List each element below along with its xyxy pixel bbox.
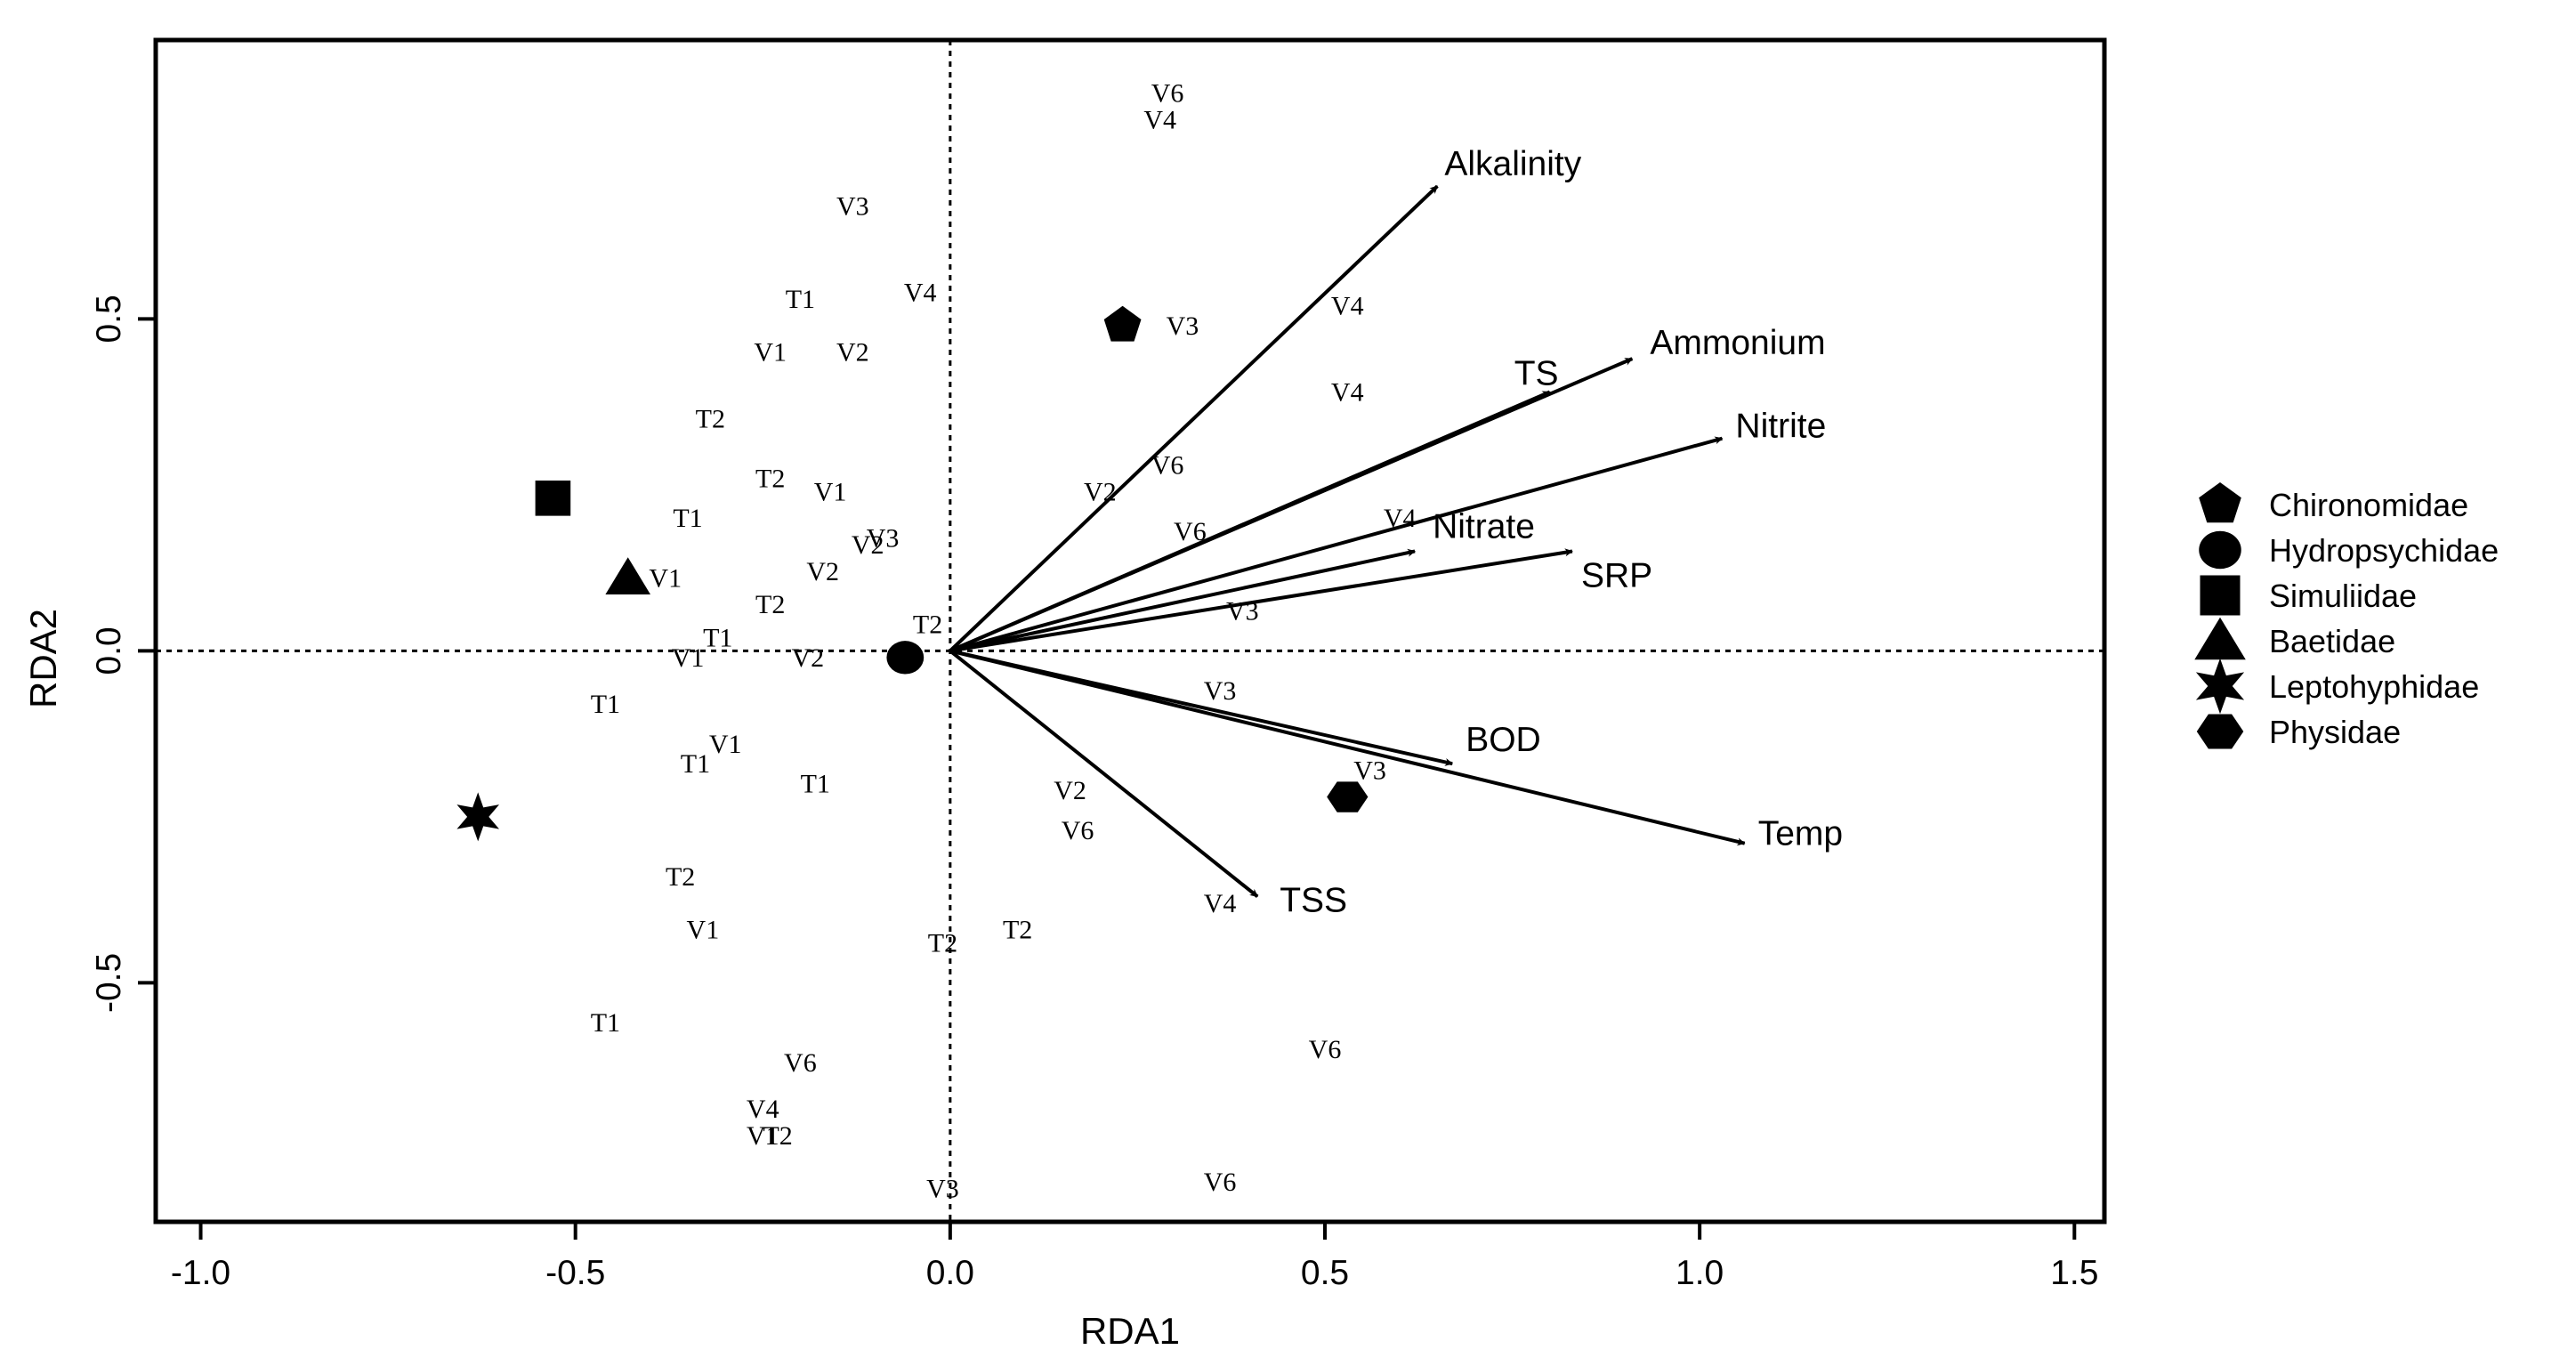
site-label: V3 (1204, 676, 1237, 706)
site-label: T1 (591, 690, 620, 719)
vector-tss (949, 649, 1259, 898)
vector-label: Nitrate (1433, 507, 1535, 546)
site-label: T2 (755, 464, 785, 493)
x-tick-label: 0.5 (1301, 1254, 1349, 1292)
site-label: V4 (1204, 889, 1237, 918)
site-label: V4 (747, 1095, 779, 1124)
vector-label: Temp (1758, 815, 1843, 853)
site-label: V6 (784, 1048, 817, 1078)
x-axis-label: RDA1 (1080, 1310, 1180, 1352)
site-label: T2 (928, 929, 957, 958)
site-label: T1 (681, 749, 710, 779)
site-label: V4 (1331, 377, 1364, 407)
site-label: V2 (852, 530, 884, 560)
y-tick-label: -0.5 (90, 953, 128, 1013)
site-label: V6 (1309, 1035, 1342, 1064)
legend-label: Baetidae (2269, 623, 2395, 659)
legend-label: Hydropsychidae (2269, 532, 2499, 569)
site-label: V4 (1384, 504, 1417, 533)
legend-star-icon (2195, 658, 2245, 715)
vector-alkalinity (949, 184, 1439, 652)
y-axis-label: RDA2 (22, 609, 64, 708)
site-label: V4 (1143, 106, 1176, 135)
site-label: V2 (806, 557, 839, 586)
site-label: V1 (709, 730, 742, 759)
site-label: T1 (786, 285, 815, 314)
site-label: T2 (763, 1121, 792, 1151)
vector-label: TSS (1280, 881, 1347, 919)
x-tick-label: 1.5 (2050, 1254, 2098, 1292)
vector-nitrite (949, 436, 1724, 653)
vector-srp (949, 548, 1573, 653)
site-label: V3 (1353, 756, 1386, 786)
site-label: V4 (1331, 291, 1364, 320)
site-label: V6 (1204, 1168, 1237, 1197)
legend-label: Leptohyphidae (2269, 668, 2479, 705)
vector-label: Alkalinity (1444, 145, 1581, 183)
legend-triangle-icon (2194, 617, 2246, 660)
x-tick-label: 0.0 (926, 1254, 974, 1292)
site-label: V2 (1054, 776, 1086, 805)
site-label: V1 (747, 1121, 779, 1151)
legend-label: Simuliidae (2269, 578, 2417, 614)
site-label: T2 (913, 610, 942, 640)
site-label: V1 (672, 643, 705, 673)
vector-label: TS (1514, 354, 1559, 392)
y-tick-label: 0.0 (90, 626, 128, 675)
site-label: V2 (836, 338, 869, 368)
site-label: V1 (649, 563, 682, 593)
species-hydropsychidae-circle-marker (886, 641, 925, 675)
x-tick-label: 1.0 (1676, 1254, 1724, 1292)
site-label: V6 (1151, 79, 1184, 109)
site-label: V2 (791, 643, 824, 673)
site-label: T2 (696, 404, 725, 433)
species-physidae-hexagon-marker (1327, 781, 1369, 812)
site-label: V3 (926, 1175, 959, 1204)
legend-label: Chironomidae (2269, 487, 2468, 523)
site-label: T1 (801, 770, 830, 799)
vector-ts (949, 390, 1551, 653)
legend-label: Physidae (2269, 714, 2401, 750)
site-label: V3 (1226, 597, 1259, 626)
legend-hexagon-icon (2196, 714, 2244, 749)
site-label: V3 (836, 192, 869, 222)
species-simuliidae-square-marker (535, 481, 571, 516)
species-chironomidae-pentagon-marker (1103, 305, 1142, 342)
site-label: T1 (591, 1008, 620, 1038)
vector-label: BOD (1466, 721, 1541, 759)
site-label: V1 (754, 338, 787, 368)
species-leptohyphidae-star-marker (456, 792, 499, 842)
plot-frame (153, 37, 2107, 1225)
site-label: V6 (1151, 450, 1184, 480)
site-label: T2 (666, 862, 695, 892)
site-label: V1 (814, 477, 847, 506)
vector-label: Nitrite (1735, 408, 1826, 446)
vector-label: SRP (1581, 556, 1652, 594)
site-label: V2 (1084, 477, 1117, 506)
site-label: V1 (687, 916, 720, 945)
site-label: V6 (1174, 517, 1207, 546)
vector-label: Ammonium (1650, 324, 1825, 362)
site-label: T2 (1003, 916, 1032, 945)
species-baetidae-triangle-marker (605, 557, 650, 594)
site-label: T1 (703, 623, 732, 652)
site-label: V3 (1167, 311, 1199, 341)
site-label: V6 (1062, 816, 1094, 845)
legend-circle-icon (2199, 530, 2241, 570)
y-tick-label: 0.5 (90, 295, 128, 343)
legend-pentagon-icon (2199, 482, 2241, 523)
site-label: T2 (755, 590, 785, 619)
site-label: V3 (867, 524, 900, 554)
vector-nitrate (949, 548, 1416, 653)
vector-temp (949, 649, 1746, 846)
site-label: T1 (673, 504, 702, 533)
legend-square-icon (2200, 575, 2241, 616)
x-tick-label: -0.5 (545, 1254, 605, 1292)
site-label: V4 (904, 279, 937, 308)
x-tick-label: -1.0 (171, 1254, 230, 1292)
